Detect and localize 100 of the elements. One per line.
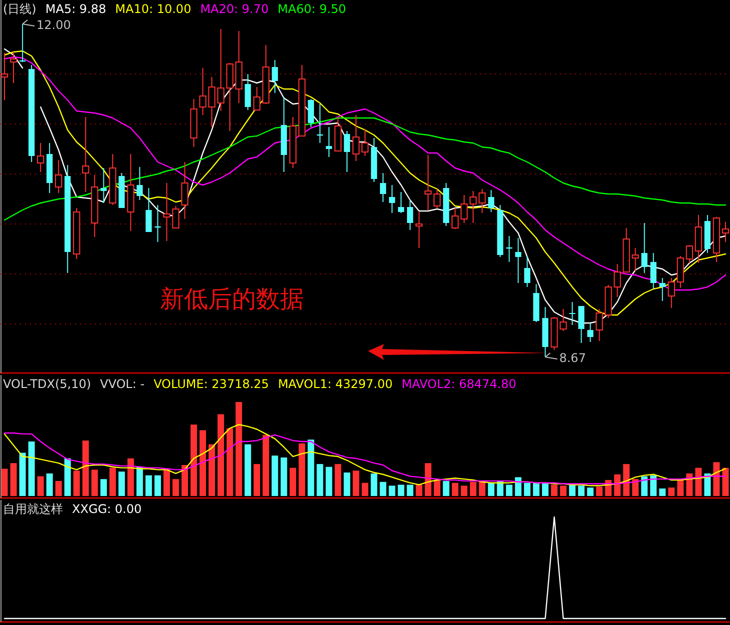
bar — [470, 482, 476, 496]
bar — [532, 482, 540, 496]
bar — [677, 479, 684, 496]
bar — [514, 477, 522, 496]
candlestick — [542, 306, 548, 358]
text: MA5: 9.88 — [45, 2, 106, 16]
candlestick — [722, 222, 730, 242]
bar — [704, 473, 711, 496]
bar — [488, 482, 494, 496]
bar — [64, 458, 71, 496]
candlestick — [289, 116, 296, 168]
candlestick — [569, 302, 576, 326]
bar — [73, 470, 80, 496]
bar — [398, 484, 404, 496]
candlestick — [280, 96, 287, 172]
bar — [542, 482, 548, 496]
bar — [695, 468, 702, 496]
bar — [560, 486, 567, 496]
candlestick — [154, 204, 162, 242]
bar — [190, 424, 198, 496]
bar — [172, 479, 179, 496]
annotation: 8.67 — [559, 351, 586, 365]
bar — [596, 486, 603, 496]
annotation: 新低后的数据 — [160, 284, 304, 313]
candlestick — [190, 98, 198, 148]
candlestick — [0, 52, 8, 100]
candlestick — [533, 284, 540, 322]
bar — [326, 466, 332, 496]
bar — [226, 428, 234, 496]
chart-title: (日线) — [3, 2, 36, 16]
bar — [55, 480, 62, 496]
bar — [632, 479, 639, 496]
bar — [578, 486, 585, 496]
candlestick — [308, 98, 314, 128]
chart-title: 自用就这样 — [3, 502, 63, 516]
candlestick — [127, 154, 134, 232]
bar — [344, 472, 350, 496]
text: XXGG: 0.00 — [72, 502, 142, 516]
bar — [406, 484, 414, 496]
candlestick — [10, 52, 18, 84]
text: MAVOL1: 43297.00 — [278, 377, 393, 391]
annotation: 12.00 — [36, 18, 71, 32]
bar — [136, 466, 143, 496]
candlestick — [181, 162, 188, 220]
candlestick — [704, 214, 711, 254]
bar — [91, 470, 98, 496]
bar — [46, 473, 53, 496]
bar — [163, 468, 170, 496]
candlestick — [326, 126, 332, 158]
candlestick — [272, 60, 278, 94]
bar — [100, 479, 107, 496]
bar — [551, 484, 558, 496]
candlestick — [244, 74, 251, 110]
bar — [668, 488, 675, 496]
bar — [713, 462, 720, 496]
bar — [109, 468, 116, 496]
candlestick — [443, 182, 450, 226]
bar — [569, 484, 576, 496]
candlestick — [64, 164, 71, 274]
bar — [208, 444, 216, 496]
bar — [460, 486, 468, 496]
candlestick — [506, 236, 513, 262]
text: MA20: 9.70 — [200, 2, 269, 16]
bar — [434, 480, 440, 496]
text: MA60: 9.50 — [278, 2, 346, 16]
text: VOLUME: 23718.25 — [154, 377, 269, 391]
text: MA10: 10.00 — [115, 2, 192, 16]
candlestick — [650, 252, 656, 290]
bar — [154, 475, 161, 496]
candlestick — [352, 114, 360, 162]
bar — [334, 464, 342, 496]
bar — [370, 473, 378, 496]
candlestick — [46, 142, 53, 194]
bar — [244, 444, 252, 496]
bar — [380, 482, 386, 496]
bar — [641, 476, 648, 496]
candlestick — [416, 212, 423, 248]
candlestick — [470, 190, 477, 224]
bar — [587, 488, 594, 496]
candlestick — [380, 172, 386, 202]
bar — [722, 468, 729, 496]
bar — [452, 482, 458, 496]
text: MAVOL2: 68474.80 — [402, 377, 516, 391]
bar — [362, 482, 368, 496]
bar — [1, 468, 8, 496]
bar — [308, 440, 314, 496]
candlestick — [614, 264, 621, 298]
bar — [416, 484, 422, 496]
candlestick — [524, 256, 530, 288]
candlestick — [488, 190, 494, 212]
candlestick — [91, 174, 98, 238]
chart-subtitle: VVOL: - — [100, 377, 145, 391]
bar — [614, 474, 621, 496]
candlestick — [407, 200, 414, 230]
bar — [127, 458, 134, 496]
bar — [118, 472, 125, 496]
bar — [352, 470, 360, 496]
bar — [316, 464, 324, 496]
candlestick — [632, 248, 639, 272]
candlestick — [398, 192, 404, 214]
